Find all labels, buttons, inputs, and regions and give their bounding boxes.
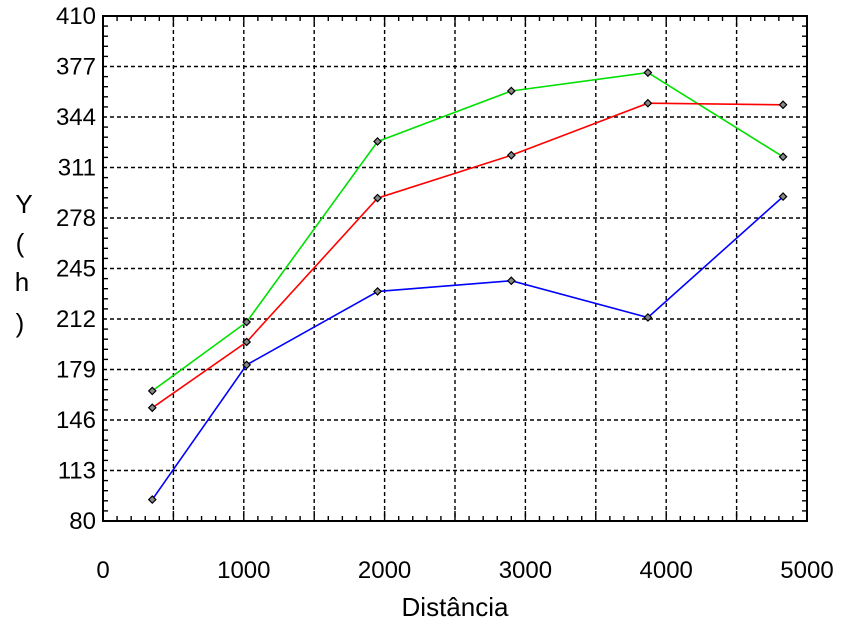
data-point-marker (373, 287, 383, 296)
x-axis-title: Distância (402, 592, 509, 622)
y-tick-label: 344 (56, 104, 96, 131)
data-point-marker (242, 360, 252, 370)
data-point-marker (643, 68, 653, 78)
y-tick-labels: 80 113 146 179 212 245 278 311 344 377 410 (56, 3, 96, 535)
data-point-marker (778, 192, 788, 202)
y-tick-label: 377 (56, 54, 96, 81)
data-point-marker (147, 386, 157, 396)
data-point-marker (506, 86, 516, 96)
x-tick-label: 1000 (217, 557, 270, 584)
y-axis-title-line: ) (16, 308, 25, 338)
data-point-marker (778, 100, 788, 110)
y-axis-title-line: ( (16, 228, 25, 258)
x-tick-label: 2000 (358, 557, 411, 584)
y-axis-title-line: h (15, 267, 29, 297)
data-point-marker (643, 98, 653, 108)
y-tick-label: 311 (58, 155, 96, 182)
y-axis-title-line: Y (15, 189, 32, 219)
y-tick-label: 245 (56, 256, 96, 283)
data-point-marker (373, 193, 383, 203)
data-point-marker (643, 313, 653, 322)
y-tick-label: 410 (56, 3, 96, 30)
series-group (147, 68, 788, 505)
series-line (151, 102, 784, 409)
y-tick-label: 179 (56, 357, 96, 384)
data-point-marker (373, 137, 383, 146)
x-tick-label: 3000 (499, 557, 552, 584)
data-point-marker (147, 403, 157, 413)
data-point-marker (506, 276, 516, 286)
x-tick-label: 4000 (640, 557, 693, 584)
data-point-marker (506, 150, 516, 160)
grid (103, 16, 807, 521)
y-tick-label: 146 (56, 407, 96, 434)
x-tick-labels: 0 1000 2000 3000 4000 5000 (96, 557, 833, 584)
data-point-marker (147, 495, 157, 505)
y-axis-title: Y ( h) (15, 189, 33, 338)
series-line (151, 196, 784, 501)
data-point-marker (242, 337, 252, 347)
plot-frame (102, 15, 808, 522)
y-tick-label: 212 (56, 306, 96, 333)
series-line (151, 71, 784, 392)
x-tick-label: 5000 (780, 557, 833, 584)
y-tick-label: 278 (56, 205, 96, 232)
y-tick-label: 80 (69, 508, 96, 535)
y-tick-label: 113 (58, 458, 96, 485)
data-point-marker (778, 152, 788, 162)
data-point-marker (242, 317, 252, 327)
x-tick-label: 0 (96, 557, 109, 584)
